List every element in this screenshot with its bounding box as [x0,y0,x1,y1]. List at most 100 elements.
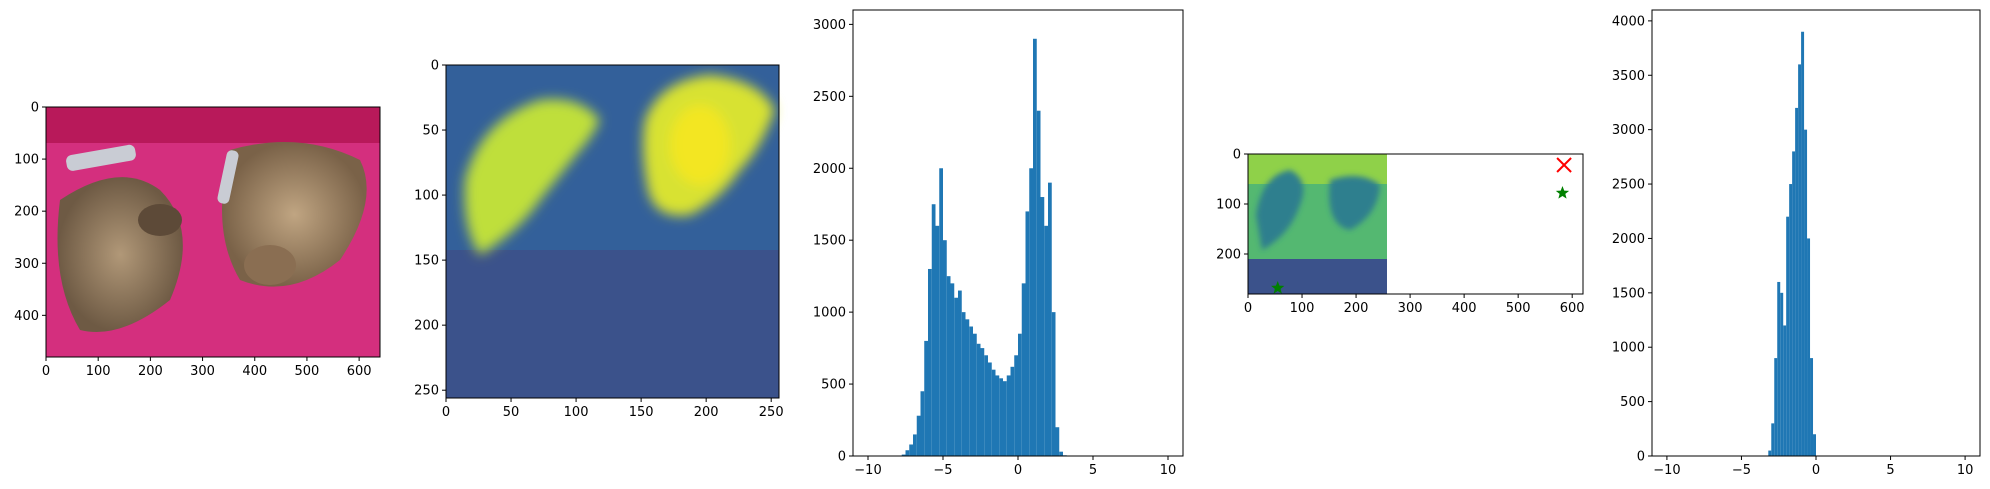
y-tick-label: 1000 [1612,341,1645,356]
x-tick-label: 50 [503,405,520,420]
histogram-bar [1033,38,1037,456]
histogram-bar [1810,358,1814,456]
y-tick-label: 150 [414,254,439,269]
x-tick-label: 100 [1290,301,1315,316]
histogram-bar [1044,225,1048,456]
y-tick-label: 2000 [813,162,846,177]
y-tick-label: 100 [414,189,439,204]
x-tick-label: 600 [1560,301,1585,316]
histogram-bar [1777,281,1781,456]
y-tick-label: 0 [431,59,439,74]
histogram-bar [1789,184,1793,457]
axes-frame [445,64,780,399]
x-tick-label: 400 [1452,301,1477,316]
y-tick-label: 200 [14,205,39,220]
y-tick-label: 2000 [1612,232,1645,247]
y-tick-label: 3000 [813,18,846,33]
histogram-bar [976,343,981,456]
chart-5: −10 −5 0 5 10 0 500 1000 1500 2000 2500 3000 3500 400… [1612,9,1981,478]
histogram-bar [1783,325,1787,456]
chart-4: 0 100 200 300 400 500 600 0 100 200 [1216,148,1584,317]
histogram-bar [935,225,940,456]
x-tick-label: 400 [242,364,267,379]
y-tick-label: 0 [838,450,846,465]
histogram-bar [1006,375,1011,456]
x-tick-label: 5 [1886,463,1894,478]
y-tick-label: 300 [14,257,39,272]
histogram-bar [950,283,955,456]
x-tick-label: 0 [1014,463,1022,478]
axes-frame [1651,9,1981,457]
histogram-bar [924,340,928,456]
histogram-bar [961,312,966,456]
histogram-bar [954,297,958,456]
histogram-bar [946,276,951,456]
histogram-bar [1021,283,1026,456]
y-tick-label: 400 [14,309,39,324]
histogram-bar [1014,355,1018,456]
histogram-bar [995,375,1000,456]
histogram-bar [916,415,921,456]
histogram-bar [1780,292,1784,456]
histogram-bar [999,378,1003,456]
y-tick-label: 3500 [1612,69,1645,84]
x-tick-label: 500 [1506,301,1531,316]
y-tick-label: 1500 [1612,286,1645,301]
y-tick-label: 100 [14,153,39,168]
star-marker [1555,186,1570,199]
histogram-bar [1798,64,1802,456]
histogram-bar [931,204,936,456]
histogram-bar [1813,434,1816,456]
x-tick-label: 5 [1089,463,1097,478]
star-marker [1271,281,1285,294]
histogram-bar [1036,110,1041,456]
histogram-bar [1792,151,1796,457]
histogram-bar [1801,31,1805,456]
y-tick-label: 2500 [1612,178,1645,193]
histogram-bar [939,168,943,457]
y-tick-label: 1500 [813,234,846,249]
heatmap-image [446,65,779,398]
histogram-bar [1786,216,1790,456]
histogram-bar [980,348,985,456]
y-tick-label: 50 [422,124,439,139]
x-tick-label: 600 [347,364,372,379]
chart-1: 0 100 200 300 400 500 600 0 100 200 300 400 [14,101,381,379]
x-tick-label: 10 [1957,463,1974,478]
x-tick-label: 100 [564,405,589,420]
cat-photo-image [46,107,380,357]
y-tick-label: 1000 [813,306,846,321]
x-tick-label: 250 [759,405,784,420]
histogram-bar [920,391,925,456]
y-tick-label: 3000 [1612,123,1645,138]
panel-photo [46,107,380,357]
y-tick-label: 100 [1216,198,1241,213]
x-tick-label: 0 [1812,463,1820,478]
histogram-bar [1029,168,1033,457]
histogram-bar [1795,107,1799,456]
scatter-inset-image [1248,154,1387,294]
y-tick-label: 0 [31,101,39,116]
histogram-bar [1774,358,1778,456]
panel-scatter [1248,154,1387,294]
histogram-bar [909,444,913,456]
x-tick-label: 0 [42,364,50,379]
histogram-bar [928,268,932,456]
y-tick-label: 250 [414,384,439,399]
x-tick-label: −10 [854,463,881,478]
x-tick-label: 100 [86,364,111,379]
axes-frame [45,106,381,358]
chart-3: −10 −5 0 5 10 0 500 1000 1500 2000 2500 3000 [813,9,1184,478]
x-tick-label: −5 [933,463,952,478]
histogram-bar [969,326,973,456]
y-tick-label: 500 [1620,395,1645,410]
histogram-bar [958,290,962,456]
x-tick-label: 0 [442,405,450,420]
histogram-bar [901,454,906,456]
x-tick-label: 300 [1398,301,1423,316]
histogram-bar [984,355,988,456]
histogram-bar [988,362,992,456]
